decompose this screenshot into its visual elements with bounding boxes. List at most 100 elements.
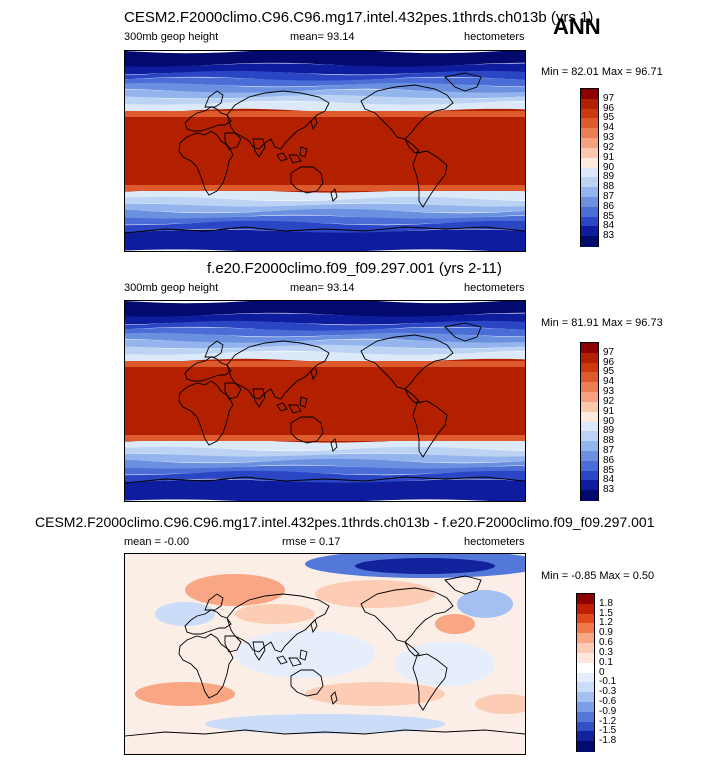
coastline-path — [204, 340, 224, 358]
panel2-colorbar-label: 97 — [603, 346, 615, 358]
panel3-diff-svg — [125, 554, 525, 737]
panel2-colorbar-cell — [581, 441, 598, 452]
panel1-colorbar-cell — [581, 167, 598, 178]
panel2-title: f.e20.F2000climo.f09_f09.297.001 (yrs 2-… — [207, 260, 502, 277]
contour-band — [125, 339, 525, 349]
panel2-colorbar-label: 93 — [603, 386, 615, 398]
panel3-colorbar-label: 1.5 — [599, 607, 613, 619]
diff-anomaly — [205, 714, 445, 734]
panel2-colorbar-label: 87 — [603, 444, 615, 456]
panel3-colorbar-label: -1.8 — [599, 735, 617, 747]
panel2-colorbar-cell — [581, 450, 598, 462]
panel3-minmax: Min = -0.85 Max = 0.50 — [541, 570, 655, 582]
panel1-colorbar-label: 94 — [603, 122, 615, 134]
panel1-colorbar-label: 95 — [603, 112, 615, 124]
panel2-mean-label: mean= 93.14 — [290, 282, 355, 294]
contour-band — [125, 344, 525, 356]
coastline-path — [125, 729, 525, 737]
contour-band — [125, 220, 525, 234]
diff-anomaly — [185, 574, 285, 606]
panel2-colorbar-cell — [581, 421, 598, 432]
panel2-colorbar-cell — [581, 480, 598, 491]
contour-band — [125, 196, 525, 208]
panel2-colorbar-cell — [581, 411, 598, 422]
panel2-colorbar-label: 85 — [603, 464, 615, 476]
diff-anomaly — [457, 590, 513, 618]
coastline-path — [178, 130, 234, 196]
panel3-coastlines — [125, 575, 525, 737]
panel1-colorbar-label: 86 — [603, 200, 615, 212]
panel3-map — [124, 553, 526, 755]
panel2-variable-label: 300mb geop height — [124, 282, 219, 294]
panel3-colorbar-label: -0.6 — [599, 695, 617, 707]
panel1-colorbar-label: 90 — [603, 161, 615, 173]
coastline-path — [310, 116, 318, 131]
panel1-coastlines — [125, 72, 525, 234]
coastline-path — [252, 138, 266, 158]
coastline-path — [444, 72, 482, 92]
tropical-band — [125, 117, 525, 185]
coastline-path — [125, 226, 525, 234]
panel1-colorbar-cell — [581, 157, 598, 168]
coastline-path — [360, 334, 454, 390]
panel3-colorbar-cell — [577, 701, 594, 713]
diff-anomaly — [235, 604, 315, 624]
subtropical-band — [125, 185, 525, 191]
contour-band — [125, 479, 525, 501]
tropical-band — [125, 367, 525, 435]
diff-anomaly — [355, 558, 495, 574]
panel1-colorbar-label: 83 — [603, 230, 615, 242]
coastline-path — [290, 416, 324, 444]
contour-band — [125, 446, 525, 458]
panel1-colorbar-cell — [581, 177, 598, 188]
season-label: ANN — [553, 14, 601, 39]
panel3-colorbar-label: -0.9 — [599, 705, 617, 717]
coastline-path — [360, 84, 454, 140]
panel3-colorbar-label: 0.1 — [599, 656, 613, 668]
panel1-colorbar-cell — [581, 108, 598, 119]
panel2-colorbar-label: 89 — [603, 425, 615, 437]
coastline-path — [252, 388, 266, 408]
panel1-colorbar-label: 88 — [603, 181, 615, 193]
contour-band — [125, 70, 525, 82]
panel1-colorbar-label: 84 — [603, 220, 615, 232]
coastline-path — [310, 366, 318, 381]
panel1-colorbar-cell — [581, 128, 598, 139]
panel3-colorbar-cell — [577, 682, 594, 693]
coastline-path — [290, 669, 324, 697]
contour-band — [125, 453, 525, 463]
contour-band — [125, 203, 525, 213]
panel3-colorbar-cell — [577, 594, 594, 605]
panel2-colorbar-label: 90 — [603, 415, 615, 427]
panel2-colorbar-cell — [581, 352, 598, 364]
panel3-colorbar: 1.8 1.5 1.2 0.9 0.6 0.3 0.1 0 -0.1 -0.3 -0.6 -0.9 -1… — [576, 593, 616, 752]
contour-band — [125, 101, 525, 113]
diff-anomaly — [155, 602, 215, 626]
panel2-colorbar-label: 86 — [603, 454, 615, 466]
panel2-colorbar-label: 84 — [603, 474, 615, 486]
panel2-colorbar-cell — [581, 460, 598, 472]
panel1-mean-label: mean= 93.14 — [290, 31, 355, 43]
diff-anomaly — [435, 614, 475, 634]
panel1-colorbar-cell — [581, 196, 598, 208]
panel3-colorbar-cell — [577, 692, 594, 703]
panel2-colorbar-cell — [581, 372, 598, 383]
panel3-colorbar-cell — [577, 731, 594, 742]
panel2-colorbar-cell — [581, 490, 598, 501]
contour-band — [125, 77, 525, 87]
panel2-colorbar-label: 92 — [603, 395, 615, 407]
panel3-colorbar-label: 0 — [599, 666, 605, 678]
subtropical-band — [125, 435, 525, 441]
panel1-colorbar-cell — [581, 98, 598, 110]
panel1-colorbar-label: 96 — [603, 102, 615, 114]
panel2-colorbar-cell — [581, 470, 598, 481]
contour-band — [125, 320, 525, 332]
contour-band — [125, 439, 525, 451]
panel3-colorbar-label: 1.8 — [599, 597, 613, 609]
panel3-colorbar-cell — [577, 633, 594, 644]
panel2-colorbar-cell — [581, 343, 598, 354]
contour-band — [125, 63, 525, 75]
panel1-contour-fill — [125, 51, 525, 251]
coastline-path — [184, 609, 232, 635]
coastline-path — [184, 356, 232, 382]
